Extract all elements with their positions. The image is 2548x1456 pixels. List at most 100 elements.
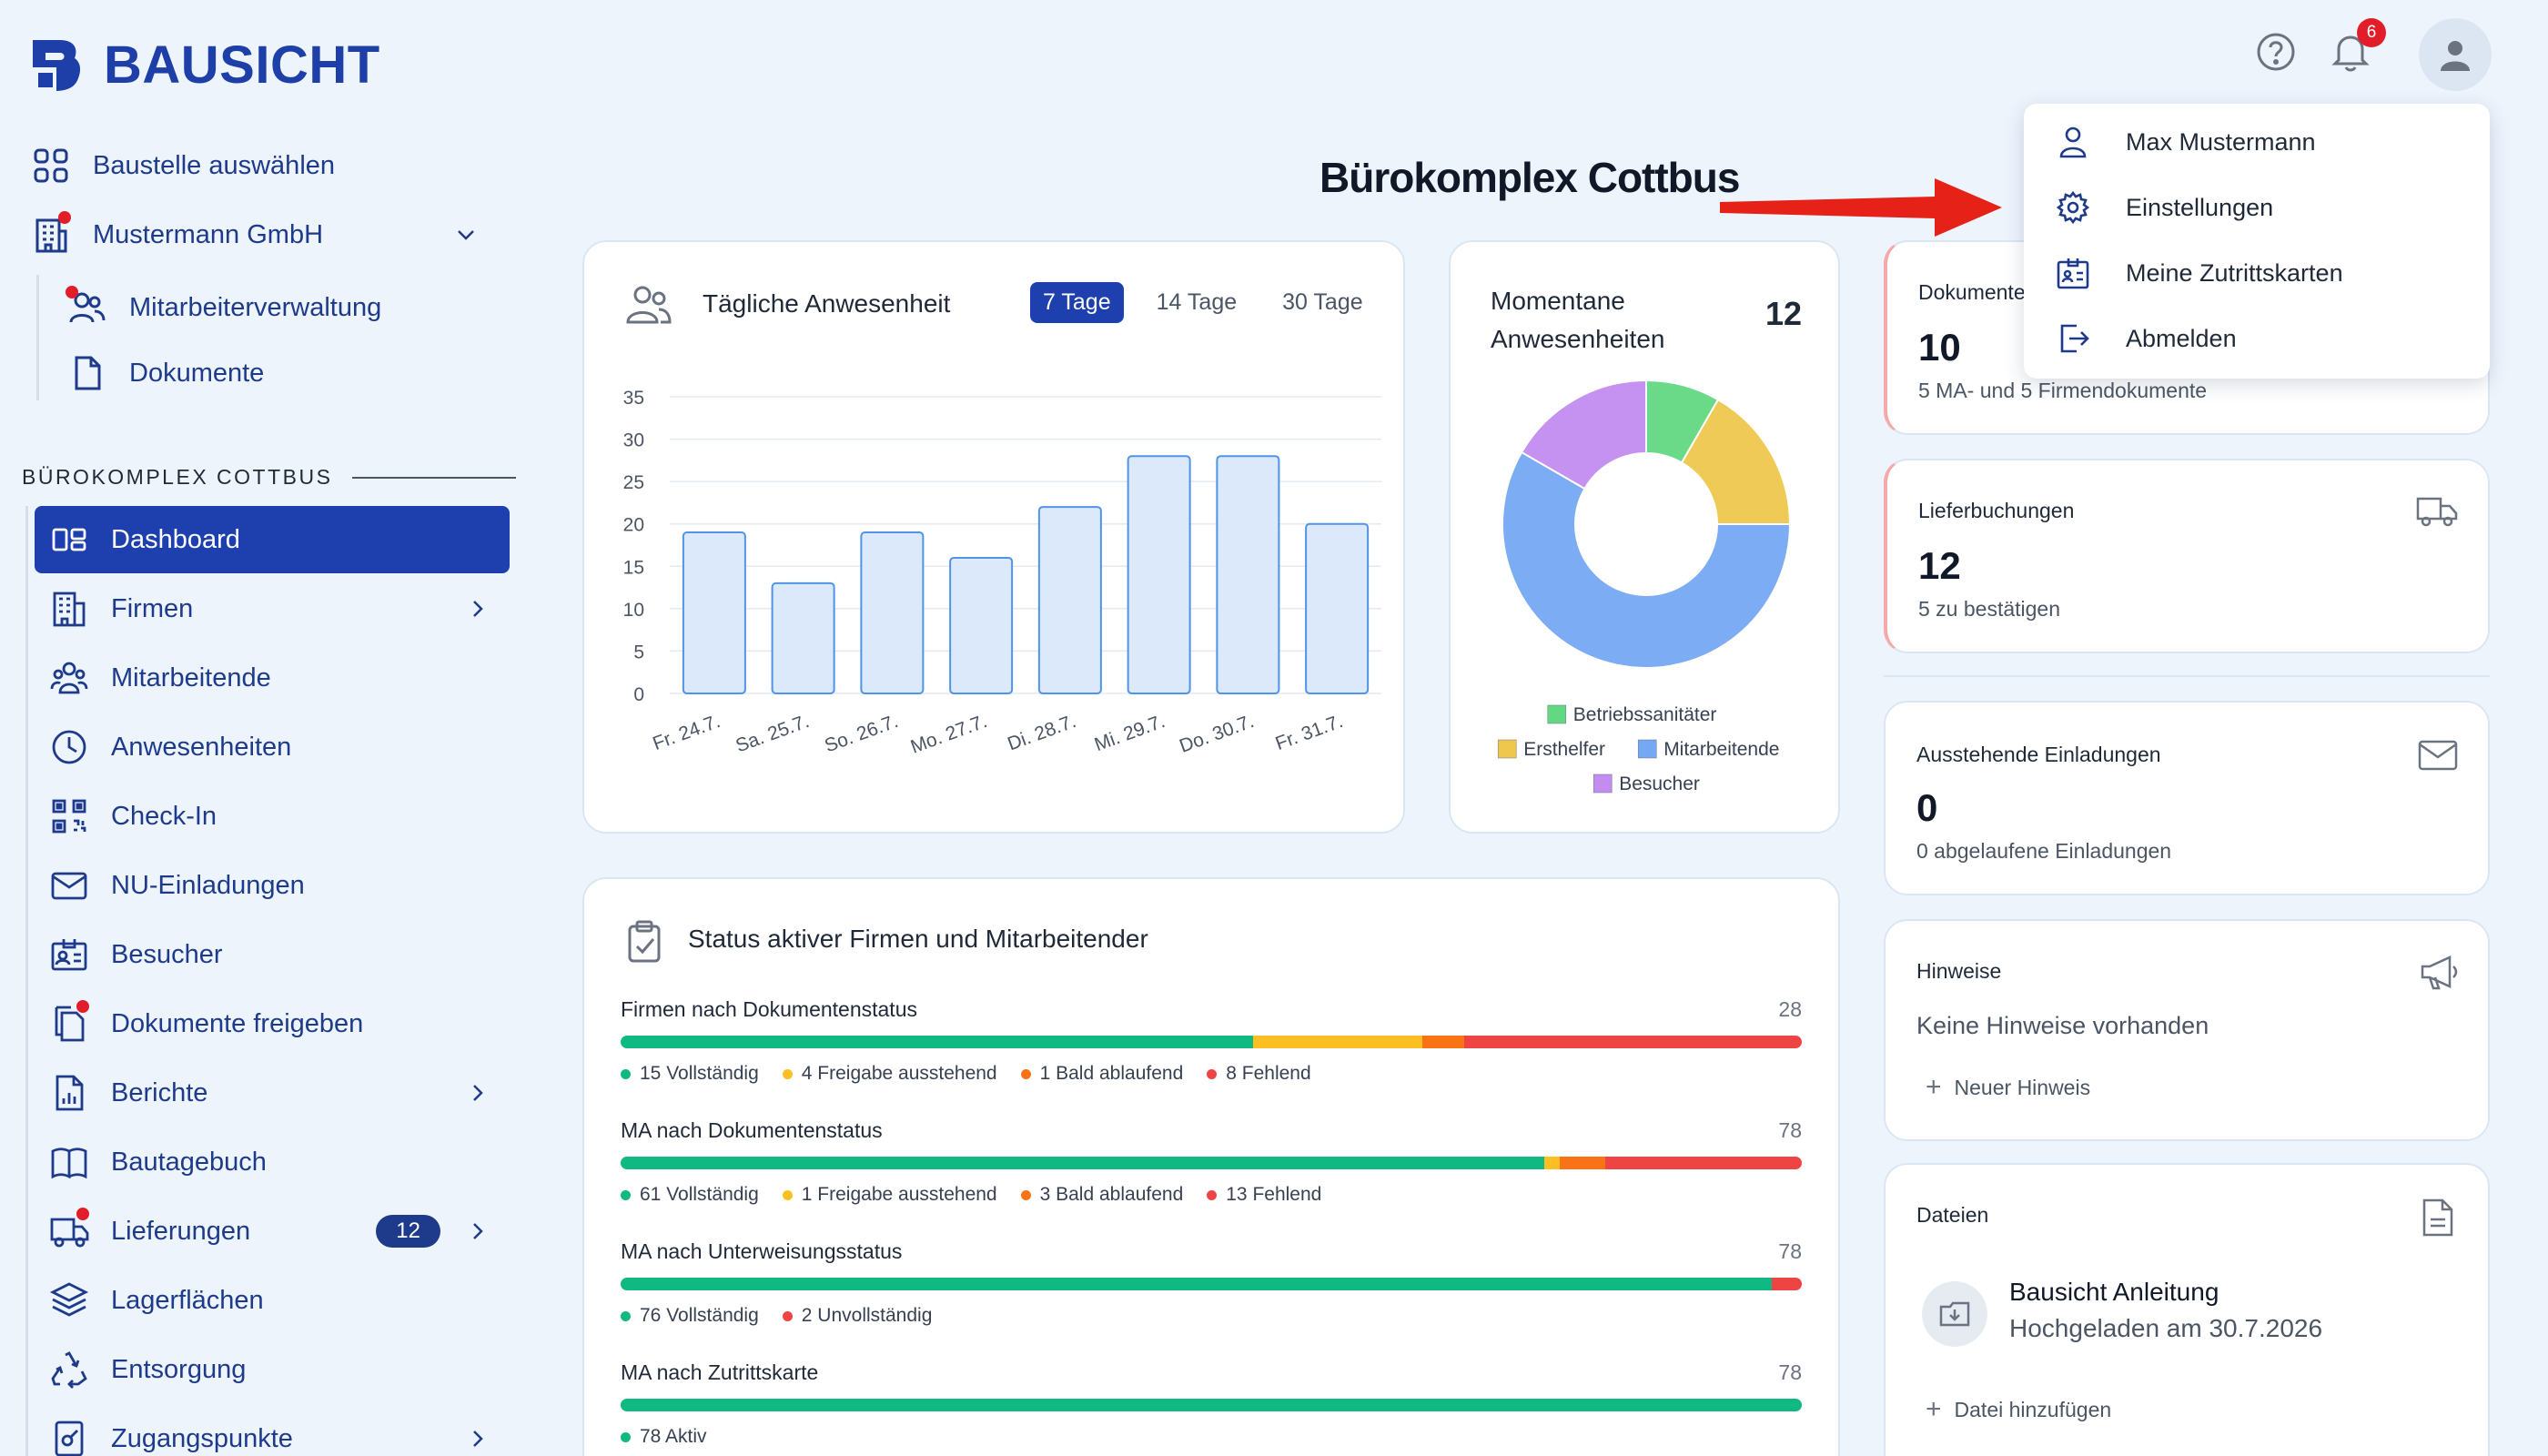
legend-text: 15 Vollständig — [640, 1063, 759, 1084]
site-section-title: BÜROKOMPLEX COTTBUS — [22, 465, 517, 490]
select-site-label: Baustelle auswählen — [93, 150, 336, 180]
invitations-stat-value: 0 — [1916, 786, 1938, 829]
documents-stat-value: 10 — [1918, 326, 1961, 369]
x-tick-label: Di. 28.7. — [1005, 711, 1078, 754]
donut-slice — [1520, 379, 1647, 490]
file-name[interactable]: Bausicht Anleitung — [2009, 1278, 2219, 1306]
status-row-label: MA nach Zutrittskarte — [621, 1360, 819, 1384]
deliveries-stat-card[interactable]: Lieferbuchungen 12 5 zu bestätigen — [1884, 459, 2490, 653]
legend-label: Besucher — [1619, 774, 1700, 794]
layers-icon — [49, 1280, 89, 1320]
tab-14-days[interactable]: 14 Tage — [1156, 289, 1238, 315]
sidebar-item-mitarbeitende[interactable]: Mitarbeitende — [35, 644, 510, 712]
user-menu-logout[interactable]: Abmelden — [2055, 320, 2237, 357]
sidebar-item-berichte[interactable]: Berichte — [35, 1059, 510, 1127]
attendance-bar — [682, 531, 746, 694]
add-note-button[interactable]: + Neuer Hinweis — [1926, 1072, 2090, 1103]
sidebar-item-entsorgung[interactable]: Entsorgung — [35, 1336, 510, 1403]
sidebar-item-besucher[interactable]: Besucher — [35, 921, 510, 988]
sidebar-item-lagerflaechen[interactable]: Lagerflächen — [35, 1267, 510, 1334]
user-menu-access-cards[interactable]: Meine Zutrittskarten — [2055, 255, 2343, 291]
recycle-icon — [49, 1350, 89, 1390]
status-row-total: 78 — [1778, 1118, 1802, 1142]
invitations-stat-card[interactable]: Ausstehende Einladungen 0 0 abgelaufene … — [1884, 701, 2490, 895]
status-legend: 15 Vollständig 4 Freigabe ausstehend 1 Bal… — [621, 1063, 1311, 1085]
employee-alert-dot — [66, 286, 78, 298]
add-file-button[interactable]: + Datei hinzufügen — [1926, 1394, 2111, 1425]
logout-icon — [2060, 324, 2089, 353]
sidebar-item-nu-einladungen[interactable]: NU-Einladungen — [35, 852, 510, 919]
x-tick-label: Do. 30.7. — [1177, 711, 1257, 757]
clock-icon — [49, 727, 89, 767]
team-icon — [49, 658, 89, 698]
sidebar-item-zugangspunkte[interactable]: Zugangspunkte — [35, 1405, 510, 1456]
alert-dot — [76, 1000, 89, 1013]
deliveries-stat-title: Lieferbuchungen — [1918, 499, 2075, 522]
sidebar-item-label: Anwesenheiten — [111, 732, 292, 762]
sidebar-item-label: Entsorgung — [111, 1354, 247, 1384]
invitations-stat-sub: 0 abgelaufene Einladungen — [1916, 839, 2172, 863]
sidebar-item-dokumente-freigeben[interactable]: Dokumente freigeben — [35, 990, 510, 1057]
legend-text: 2 Unvollständig — [801, 1305, 933, 1326]
status-title: Status aktiver Firmen und Mitarbeitender — [688, 925, 1148, 953]
sidebar-item-employee-management[interactable]: Mitarbeiterverwaltung — [66, 286, 486, 328]
building-icon — [31, 211, 71, 255]
company-alert-dot — [58, 211, 71, 224]
mail-icon — [49, 865, 89, 905]
user-avatar-icon — [2441, 41, 2470, 71]
user-menu-access-cards-label: Meine Zutrittskarten — [2126, 258, 2343, 287]
user-menu-profile[interactable]: Max Mustermann — [2055, 124, 2316, 160]
brand-logo[interactable]: BAUSICHT — [27, 35, 380, 96]
user-icon — [2059, 126, 2087, 158]
deliveries-stat-value: 12 — [1918, 544, 1961, 587]
book-icon — [49, 1142, 89, 1182]
legend-swatch — [1547, 704, 1567, 724]
files-title: Dateien — [1916, 1203, 1989, 1227]
legend-swatch — [1497, 739, 1517, 759]
x-tick-label: Fr. 31.7. — [1273, 711, 1346, 754]
status-bar-segment — [621, 1278, 1772, 1290]
status-card: Status aktiver Firmen und Mitarbeitender… — [582, 877, 1840, 1456]
status-row-total: 28 — [1778, 997, 1802, 1021]
employee-management-label: Mitarbeiterverwaltung — [129, 292, 382, 322]
sidebar-item-label: NU-Einladungen — [111, 870, 305, 900]
sidebar-item-company-documents[interactable]: Dokumente — [67, 353, 486, 393]
dashboard-icon — [49, 520, 89, 560]
status-row-total: 78 — [1778, 1239, 1802, 1263]
sidebar-item-label: Berichte — [111, 1077, 208, 1107]
bell-icon — [2331, 35, 2370, 72]
sidebar-item-dashboard[interactable]: Dashboard — [35, 506, 510, 573]
sidebar-item-bautagebuch[interactable]: Bautagebuch — [35, 1128, 510, 1196]
legend-text: 61 Vollständig — [640, 1184, 759, 1205]
legend-dot — [782, 1310, 793, 1321]
company-selector[interactable]: Mustermann GmbH — [31, 211, 504, 255]
file-thumb[interactable] — [1922, 1281, 1987, 1347]
status-bar-segment — [1544, 1157, 1560, 1169]
sidebar-item-label: Dashboard — [111, 524, 240, 554]
y-tick-label: 10 — [623, 600, 644, 621]
user-menu-settings[interactable]: Einstellungen — [2055, 189, 2273, 226]
sidebar-item-label: Besucher — [111, 939, 223, 969]
sidebar-item-firmen[interactable]: Firmen — [35, 575, 510, 642]
status-legend: 61 Vollständig 1 Freigabe ausstehend 3 Bal… — [621, 1184, 1321, 1206]
truck-icon — [2416, 497, 2458, 527]
users-icon — [66, 286, 107, 328]
presence-title-line1: Momentane — [1491, 287, 1625, 315]
sidebar-item-anwesenheiten[interactable]: Anwesenheiten — [35, 713, 510, 781]
tab-7-days[interactable]: 7 Tage — [1030, 282, 1124, 323]
sidebar-item-label: Mitarbeitende — [111, 662, 271, 693]
user-avatar-button[interactable] — [2419, 18, 2492, 91]
sidebar-item-label: Lieferungen — [111, 1216, 251, 1246]
status-legend-item: 15 Vollständig — [621, 1063, 759, 1085]
company-documents-label: Dokumente — [129, 358, 265, 388]
sidebar-item-lieferungen[interactable]: Lieferungen 12 — [35, 1198, 510, 1265]
y-tick-label: 5 — [633, 642, 644, 662]
sidebar-item-check-in[interactable]: Check-In — [35, 783, 510, 850]
status-bar-segment — [621, 1036, 1254, 1048]
chevron-right-icon — [473, 1085, 483, 1101]
notifications-button[interactable]: 6 — [2330, 18, 2386, 73]
tab-30-days[interactable]: 30 Tage — [1282, 289, 1363, 315]
select-site-button[interactable]: Baustelle auswählen — [31, 146, 504, 186]
status-legend: 78 Aktiv — [621, 1426, 707, 1448]
help-button[interactable] — [2255, 31, 2297, 73]
